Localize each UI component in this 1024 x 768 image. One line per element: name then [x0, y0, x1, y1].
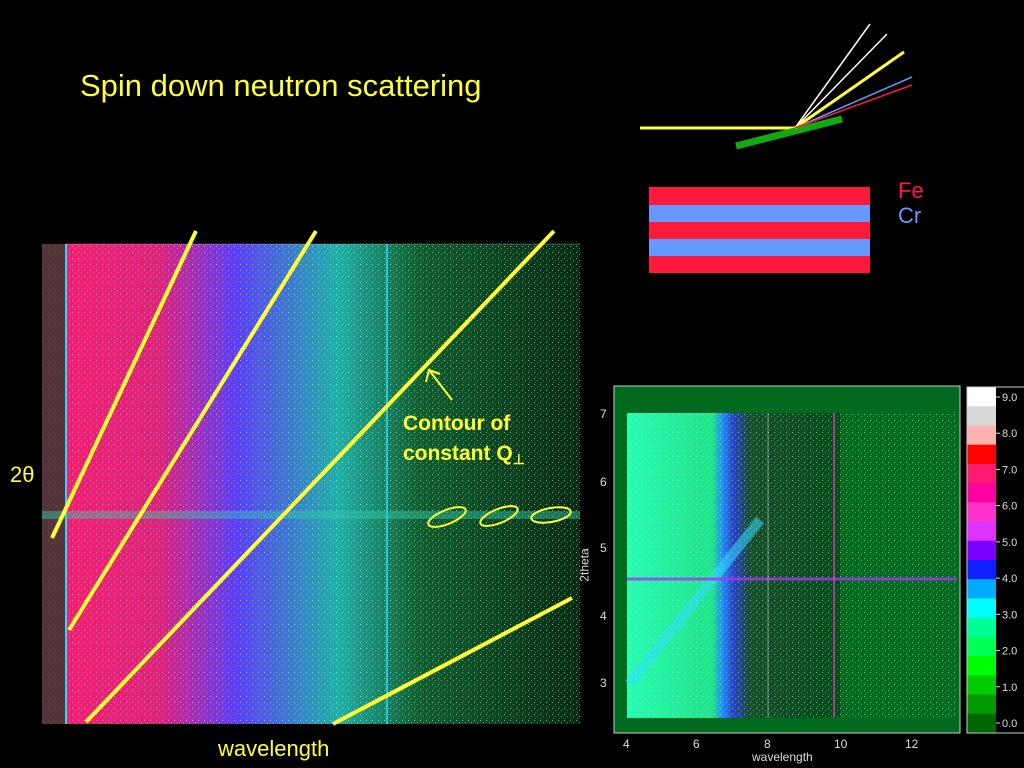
multilayer-stack: [649, 187, 870, 273]
colorbar-swatch: [967, 540, 996, 561]
colorbar-tick-label: 8.0: [1002, 428, 1017, 440]
right-x-tick-label: 8: [764, 737, 771, 751]
right-x-tick-label: 4: [623, 737, 630, 751]
colorbar-swatch: [967, 636, 996, 657]
right-x-tick-label: 10: [834, 737, 848, 751]
reflection-diagram: [640, 23, 913, 150]
contour-annotation-line2: constant Q⊥: [403, 439, 525, 474]
colorbar-swatch: [967, 579, 996, 599]
colorbar: 9.0 8.0 7.0 6.0 5.0 4.0 3.0 2.0 1.0 0.0: [966, 386, 1024, 734]
constant-q-contours: [50, 229, 573, 726]
right-y-tick-label: 5: [600, 541, 607, 555]
colorbar-tick-label: 4.0: [1002, 573, 1017, 585]
colorbar-swatch: [967, 463, 996, 484]
colorbar-tick-label: 7.0: [1002, 464, 1017, 476]
colorbar-swatch: [967, 617, 996, 638]
contour-annotation-line1: Contour of: [403, 412, 511, 435]
colorbar-swatch: [967, 521, 996, 542]
colorbar-tick-label: 1.0: [1002, 682, 1017, 694]
highlighted-spots: [427, 505, 572, 528]
page-title: Spin down neutron scattering: [80, 68, 482, 103]
colorbar-tick-label: 5.0: [1002, 537, 1017, 549]
colorbar-frame: [966, 386, 1024, 734]
colorbar-swatch: [967, 713, 996, 734]
colorbar-swatch: [967, 656, 996, 676]
right-x-tick-label: 6: [693, 737, 700, 751]
right-x-tick-label: 12: [905, 737, 919, 751]
colorbar-tick-label: 0.0: [1002, 718, 1017, 730]
cr-legend-label: Cr: [898, 203, 922, 228]
right-x-axis-label: wavelength: [752, 750, 813, 764]
perp-symbol: ⊥: [512, 451, 525, 467]
colorbar-tick-label: 6.0: [1002, 501, 1017, 513]
right-y-tick-label: 7: [600, 407, 607, 421]
right-y-axis-label: 2theta: [577, 548, 592, 582]
right-y-tick-label: 3: [600, 676, 607, 690]
colorbar-swatch: [967, 406, 996, 426]
constant-q-text: constant Q: [403, 442, 513, 465]
colorbar-tick-label: 9.0: [1002, 392, 1017, 404]
colorbar-tick-label: 2.0: [1002, 646, 1017, 658]
colorbar-swatch: [967, 425, 996, 446]
colorbar-swatch: [967, 694, 996, 715]
right-y-tick-label: 6: [600, 475, 607, 489]
colorbar-swatch: [967, 387, 996, 407]
colorbar-swatch: [967, 675, 996, 696]
colorbar-swatch: [967, 444, 996, 465]
colorbar-swatch: [967, 598, 996, 619]
right-detector-plot: [613, 385, 961, 734]
left-x-axis-label: wavelength: [218, 736, 330, 761]
colorbar-swatch: [967, 560, 996, 580]
left-y-axis-label: 2θ: [10, 462, 35, 487]
colorbar-tick-label: 3.0: [1002, 609, 1017, 621]
contour-annotation: Contour of constant Q⊥: [403, 409, 525, 474]
fe-legend-label: Fe: [898, 178, 924, 203]
right-y-tick-label: 4: [600, 609, 607, 623]
colorbar-swatch: [967, 483, 996, 503]
colorbar-swatch: [967, 502, 996, 523]
